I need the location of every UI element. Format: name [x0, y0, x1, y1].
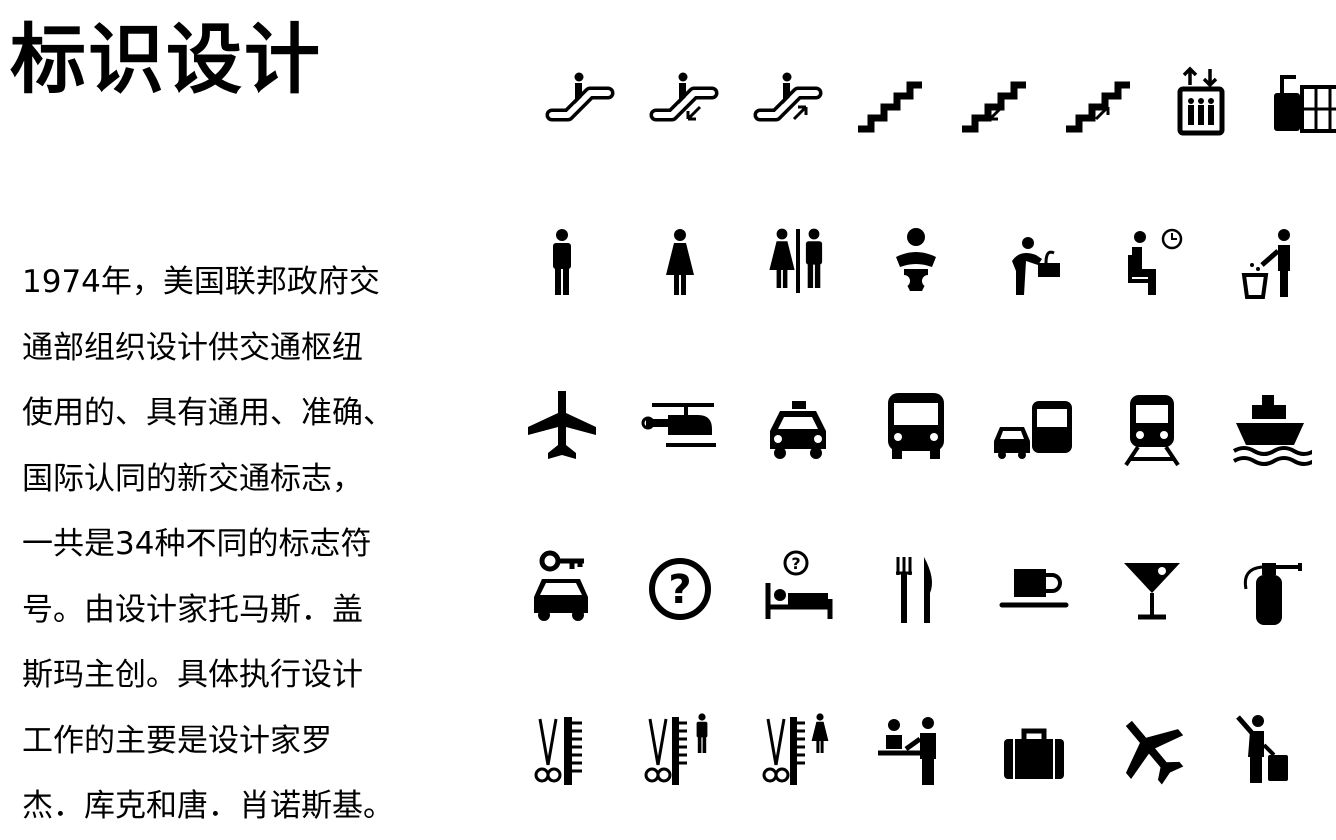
drinking-fountain-icon [992, 222, 1076, 312]
svg-text:?: ? [668, 567, 691, 613]
nursery-icon [874, 222, 958, 312]
litter-icon [1228, 222, 1312, 312]
body-line: 国际认同的新交通标志， [22, 460, 363, 497]
body-line: 斯玛主创。具体执行设计 [22, 657, 363, 693]
bar-icon [1110, 546, 1194, 636]
svg-text:?: ? [791, 554, 800, 573]
air-transportation-icon [520, 384, 604, 474]
body-text: 1974年，美国联邦政府交 通部组织设计供交通枢纽 使用的、具有通用、准确、 国… [22, 250, 452, 840]
porter-icon [1228, 708, 1312, 798]
waiting-room-icon [1110, 222, 1194, 312]
restaurant-icon [874, 546, 958, 636]
coffee-shop-icon [992, 546, 1076, 636]
body-line: 号。由设计家托马斯．盖 [22, 591, 363, 628]
barber-shop-icon [520, 708, 604, 798]
fire-extinguisher-icon [1228, 546, 1312, 636]
ticket-purchase-icon [874, 708, 958, 798]
heliport-icon [638, 384, 722, 474]
escalator-up-icon [746, 60, 830, 150]
beauty-salon-icon [756, 708, 840, 798]
departing-flights-icon [1110, 708, 1194, 798]
women-toilet-icon [638, 222, 722, 312]
stairs-up-icon [1058, 60, 1142, 150]
men-toilet-icon [520, 222, 604, 312]
information-icon: ? [638, 546, 722, 636]
pictogram-row [520, 222, 1336, 312]
pictogram-row: ?? [520, 546, 1336, 636]
stairs-down-icon [954, 60, 1038, 150]
pictogram-row [520, 384, 1336, 474]
escalator-down-icon [642, 60, 726, 150]
body-line: 通部组织设计供交通枢纽 [22, 329, 363, 366]
stairs-icon [850, 60, 934, 150]
pictogram-row [520, 60, 1336, 150]
car-rental-icon [520, 546, 604, 636]
baggage-lockers-icon [992, 708, 1076, 798]
elevator-icon [1162, 60, 1246, 150]
body-line: 一共是34种不同的标志符 [22, 526, 372, 562]
body-line: 杰．库克和唐．肖诺斯基。 [22, 788, 394, 824]
taxi-icon [756, 384, 840, 474]
page-title: 标识设计 [10, 15, 322, 104]
toilets-icon [756, 222, 840, 312]
body-line: 1974年，美国联邦政府交 [22, 264, 380, 300]
escalator-icon [538, 60, 622, 150]
body-line: 工作的主要是设计家罗 [22, 722, 332, 759]
ground-transportation-icon [992, 384, 1076, 474]
water-transportation-icon [1228, 384, 1312, 474]
bus-icon [874, 384, 958, 474]
lockers-icon [1266, 60, 1336, 150]
barber-shop-men-icon [638, 708, 722, 798]
hotel-information-icon: ? [756, 546, 840, 636]
pictogram-row [520, 708, 1336, 798]
body-line: 使用的、具有通用、准确、 [22, 395, 394, 431]
rail-transportation-icon [1110, 384, 1194, 474]
